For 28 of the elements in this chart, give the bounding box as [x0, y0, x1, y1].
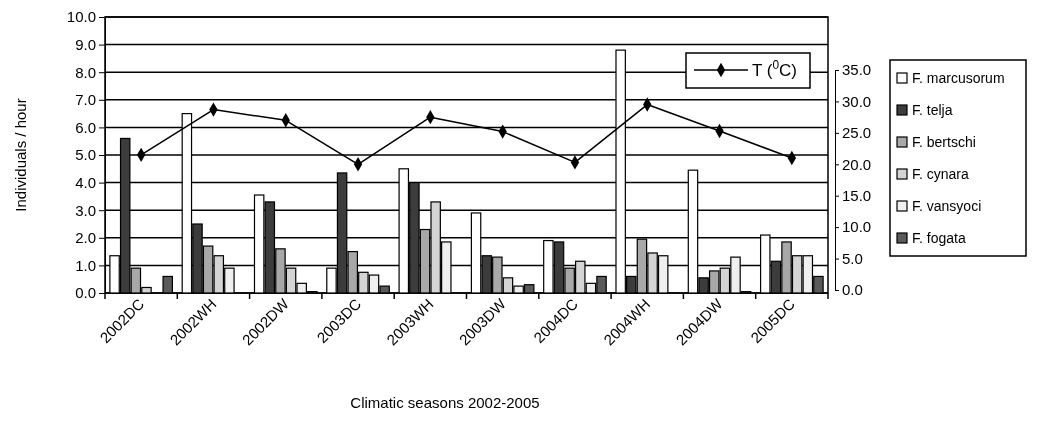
- y-tick-label: 4.0: [75, 173, 96, 191]
- legend-label: F. telja: [912, 101, 953, 118]
- y-tick-label: 7.0: [75, 91, 96, 109]
- y-axis-title: Individuals / hour: [12, 98, 29, 212]
- y2-tick-label: 15.0: [842, 187, 872, 205]
- y-tick-label: 6.0: [75, 118, 96, 136]
- legend-label: F. fogata: [912, 229, 966, 246]
- y2-tick-label: 35.0: [842, 61, 872, 79]
- y2-tick-label: 20.0: [842, 155, 872, 173]
- y2-tick-label: 5.0: [842, 249, 863, 267]
- y-tick-label: 10.0: [66, 8, 96, 26]
- y-tick-label: 0.0: [75, 284, 96, 302]
- legend-label: T ($^{0}$C): [752, 57, 798, 80]
- y-tick-label: 2.0: [75, 229, 96, 247]
- y-tick-label: 3.0: [75, 201, 96, 219]
- legend-label: F. bertschi: [912, 133, 976, 150]
- y-tick-label: 8.0: [75, 63, 96, 81]
- x-axis-title: Climatic seasons 2002-2005: [350, 394, 540, 411]
- y-tick-label: 9.0: [75, 35, 96, 53]
- legend-label: F. marcusorum: [912, 69, 1005, 86]
- y-tick-label: 5.0: [75, 146, 96, 164]
- y-tick-label: 1.0: [75, 256, 96, 274]
- y2-tick-label: 25.0: [842, 124, 872, 142]
- legend-label: F. cynara: [912, 165, 970, 182]
- y2-tick-label: 30.0: [842, 92, 872, 110]
- legend-label: F. vansyoci: [912, 197, 982, 214]
- y2-tick-label: 10.0: [842, 218, 872, 236]
- y2-tick-label: 0.0: [842, 281, 863, 299]
